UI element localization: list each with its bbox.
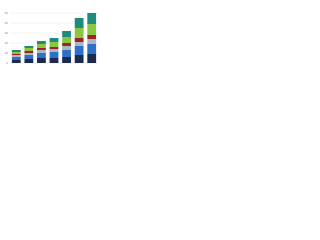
bar-segment <box>74 42 84 46</box>
bar-segment <box>24 53 34 55</box>
y-tick-label: 0 <box>6 61 8 65</box>
bar-segment <box>37 58 46 63</box>
bar-segment <box>87 24 97 35</box>
bar-segment <box>74 38 84 42</box>
y-tick-label: 10 <box>5 51 9 55</box>
bar-segment <box>11 52 21 54</box>
bar-segment <box>62 57 71 63</box>
bar-segment <box>49 58 59 63</box>
bar-segment <box>24 59 34 63</box>
bar-segment <box>11 57 21 60</box>
bar-segment <box>87 54 97 63</box>
y-tick-label: 30 <box>5 31 9 35</box>
bar-segment <box>37 53 46 58</box>
bar-segment <box>87 35 97 39</box>
bar-segment <box>49 38 59 42</box>
bar-segment <box>49 42 59 47</box>
bar-segment <box>24 51 34 53</box>
bar-segment <box>11 50 21 52</box>
y-tick-label: 40 <box>5 21 9 25</box>
bar-segment <box>24 55 34 59</box>
bar-segment <box>74 28 84 38</box>
bar-segment <box>62 43 71 46</box>
bar-segment <box>62 50 71 57</box>
bar-segment <box>49 47 59 49</box>
bar-segment <box>37 50 46 53</box>
bar-segment <box>74 18 84 28</box>
y-tick-label: 20 <box>5 41 9 45</box>
bar-segment <box>49 52 59 58</box>
bar-segment <box>37 44 46 48</box>
bar-segment <box>62 31 71 37</box>
bar-segment <box>74 46 84 55</box>
bar-segment <box>37 41 46 44</box>
chart: 0 10 20 30 40 50 <box>5 11 98 65</box>
bar-segment <box>62 46 71 50</box>
bar-segment <box>49 49 59 52</box>
bar-segment <box>37 48 46 50</box>
bar-segment <box>24 46 34 48</box>
bar-segment <box>11 60 21 63</box>
bar-segment <box>24 48 34 51</box>
bar-segment <box>74 55 84 63</box>
bar-segment <box>87 39 97 44</box>
bar-segment <box>62 37 71 43</box>
bar-segment <box>87 44 97 54</box>
y-tick-label: 50 <box>5 11 9 15</box>
bar-segment <box>11 55 21 57</box>
bar-segment <box>87 13 97 24</box>
bar-segment <box>11 54 21 55</box>
